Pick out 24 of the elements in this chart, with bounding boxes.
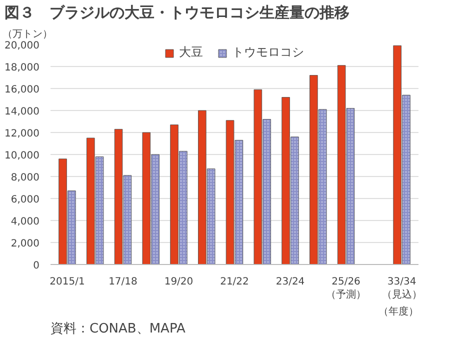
y-tick-label: 14,000 — [4, 106, 40, 118]
y-tick-label: 0 — [33, 260, 40, 272]
x-tick-label: 17/18 — [108, 276, 138, 288]
text: 資料：CONAB、MAPA — [50, 322, 186, 336]
y-tick-label: 2,000 — [10, 238, 40, 250]
x-tick-label: 23/24 — [276, 276, 305, 288]
y-tick-label: 12,000 — [4, 128, 40, 140]
x-tick-label: 33/34 （見込） — [382, 276, 422, 301]
y-tick-label: 4,000 — [10, 216, 40, 228]
y-tick-label: 10,000 — [4, 150, 40, 162]
y-tick-label: 20,000 — [4, 40, 40, 52]
x-tick-label: 21/22 — [220, 276, 249, 288]
y-tick-label: 16,000 — [4, 84, 40, 96]
legend-label: トウモロコシ — [232, 44, 304, 61]
x-tick-label: 19/20 — [164, 276, 194, 288]
x-axis-title: （年度） — [378, 306, 418, 318]
y-tick-label: 18,000 — [4, 62, 40, 74]
y-tick-label: 6,000 — [10, 194, 40, 206]
y-axis-title: （万トン） — [2, 29, 52, 40]
x-tick-label: 2015/1 — [50, 276, 85, 288]
chart-title: 図３ ブラジルの大豆・トウモロコシ生産量の推移 — [4, 4, 350, 22]
legend-label: 大豆 — [179, 44, 203, 61]
x-tick-label: 25/26 （予測） — [326, 276, 366, 301]
y-tick-label: 8,000 — [10, 172, 40, 184]
